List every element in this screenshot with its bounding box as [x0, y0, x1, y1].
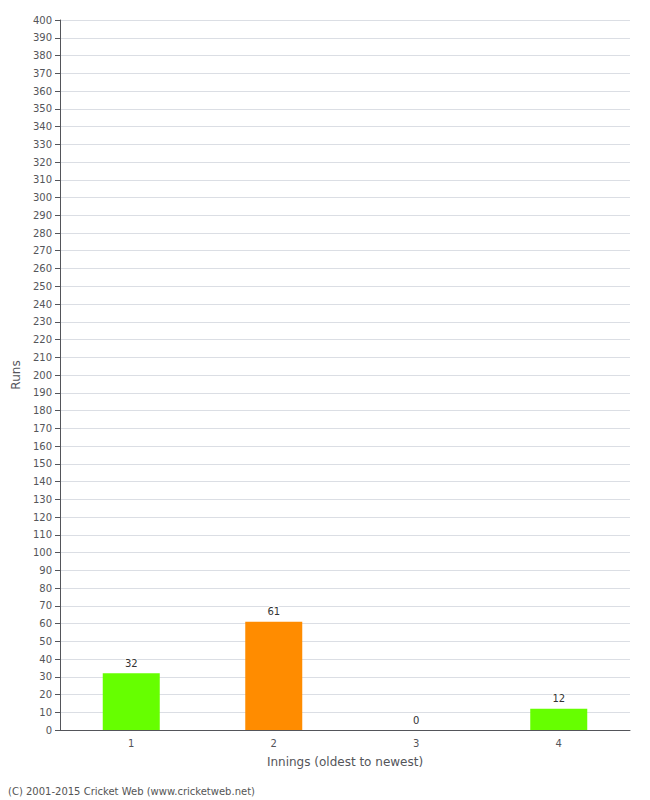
svg-text:110: 110 — [33, 529, 52, 540]
svg-text:380: 380 — [33, 50, 52, 61]
svg-text:10: 10 — [39, 707, 52, 718]
svg-text:340: 340 — [33, 121, 52, 132]
svg-text:360: 360 — [33, 86, 52, 97]
svg-text:140: 140 — [33, 476, 52, 487]
svg-text:270: 270 — [33, 245, 52, 256]
svg-text:50: 50 — [39, 636, 52, 647]
svg-text:3: 3 — [413, 738, 419, 749]
svg-text:320: 320 — [33, 157, 52, 168]
svg-text:2: 2 — [271, 738, 277, 749]
svg-text:390: 390 — [33, 32, 52, 43]
svg-text:4: 4 — [556, 738, 562, 749]
svg-text:80: 80 — [39, 583, 52, 594]
svg-text:260: 260 — [33, 263, 52, 274]
svg-text:20: 20 — [39, 689, 52, 700]
svg-text:350: 350 — [33, 103, 52, 114]
svg-text:(C) 2001-2015 Cricket Web (www: (C) 2001-2015 Cricket Web (www.cricketwe… — [8, 786, 255, 797]
svg-text:250: 250 — [33, 281, 52, 292]
svg-text:0: 0 — [46, 725, 52, 736]
svg-text:220: 220 — [33, 334, 52, 345]
svg-text:40: 40 — [39, 654, 52, 665]
svg-text:240: 240 — [33, 299, 52, 310]
svg-text:30: 30 — [39, 671, 52, 682]
svg-text:60: 60 — [39, 618, 52, 629]
svg-text:0: 0 — [413, 715, 419, 726]
svg-text:160: 160 — [33, 441, 52, 452]
svg-text:310: 310 — [33, 174, 52, 185]
svg-text:200: 200 — [33, 370, 52, 381]
svg-text:280: 280 — [33, 228, 52, 239]
svg-text:300: 300 — [33, 192, 52, 203]
svg-text:32: 32 — [125, 658, 138, 669]
svg-text:90: 90 — [39, 565, 52, 576]
svg-text:120: 120 — [33, 512, 52, 523]
svg-text:70: 70 — [39, 600, 52, 611]
svg-text:190: 190 — [33, 387, 52, 398]
svg-text:150: 150 — [33, 458, 52, 469]
svg-text:290: 290 — [33, 210, 52, 221]
svg-text:1: 1 — [128, 738, 134, 749]
svg-text:180: 180 — [33, 405, 52, 416]
svg-text:170: 170 — [33, 423, 52, 434]
svg-text:130: 130 — [33, 494, 52, 505]
svg-text:370: 370 — [33, 68, 52, 79]
svg-text:100: 100 — [33, 547, 52, 558]
svg-text:330: 330 — [33, 139, 52, 150]
svg-text:61: 61 — [267, 606, 280, 617]
svg-text:400: 400 — [33, 15, 52, 26]
svg-text:210: 210 — [33, 352, 52, 363]
svg-text:230: 230 — [33, 316, 52, 327]
svg-text:Innings (oldest to newest): Innings (oldest to newest) — [267, 755, 423, 769]
svg-text:12: 12 — [552, 693, 565, 704]
svg-text:Runs: Runs — [9, 360, 23, 389]
